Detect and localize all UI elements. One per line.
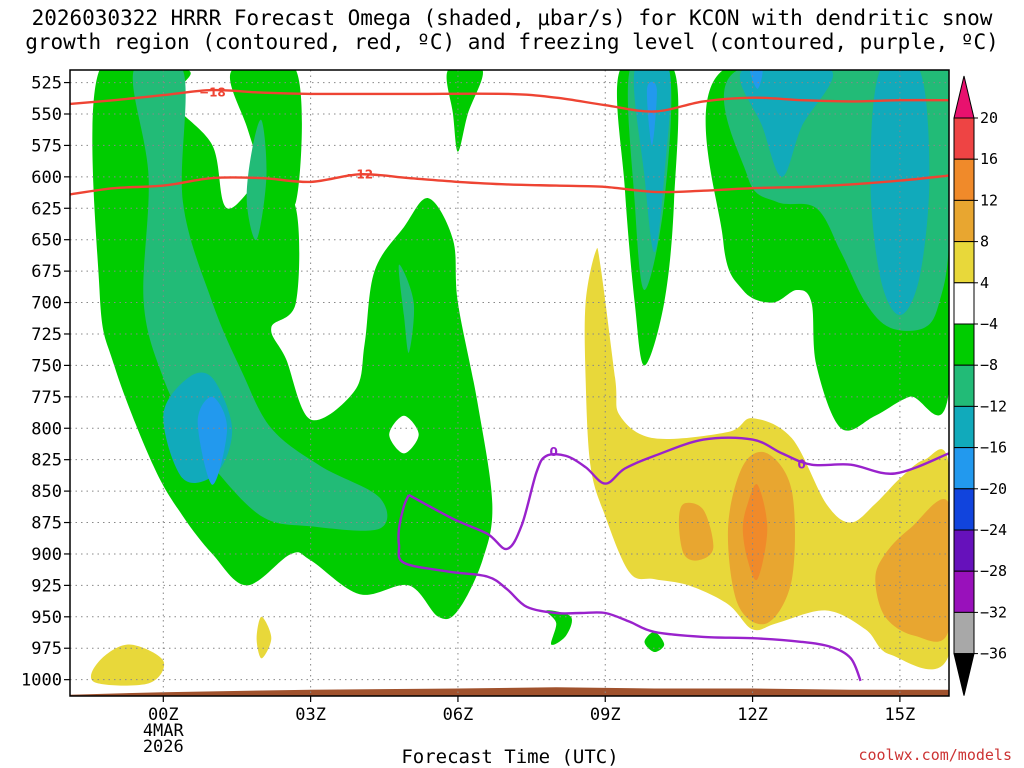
colorbar-top-triangle: [953, 75, 975, 119]
credit-link[interactable]: coolwx.com/models: [858, 746, 1012, 764]
omega-region-26: [742, 484, 768, 581]
contour-lines: −18 −12 0 0: [70, 86, 949, 682]
colorbar-label-0: 20: [980, 109, 998, 127]
contour-label-dgz_minus12: −12: [346, 167, 373, 181]
y-tick-label-675: 675: [31, 262, 62, 282]
x-tick-label-09Z: 09Z: [590, 705, 621, 725]
x-tick-label-00Z: 00Z: [148, 705, 179, 725]
colorbar-label-11: −28: [980, 562, 1007, 580]
x-axis-label: Forecast Time (UTC): [401, 746, 618, 768]
omega-region-9: [398, 264, 415, 353]
contour-dgz_minus12: [70, 173, 949, 196]
chart-title-line1: 2026030322 HRRR Forecast Omega (shaded, …: [31, 6, 993, 30]
omega-shading: [90, 70, 949, 686]
y-tick-label-850: 850: [31, 482, 62, 502]
y-tick-label-925: 925: [31, 576, 62, 596]
x-tick-label-15Z: 15Z: [885, 705, 916, 725]
omega-region-5: [545, 610, 572, 645]
colorbar-bin-9: [953, 447, 975, 490]
colorbar-bin-4: [953, 241, 975, 284]
colorbar-label-2: 12: [980, 191, 998, 209]
y-tick-label-775: 775: [31, 388, 62, 408]
omega-region-25: [875, 499, 949, 642]
colorbar-bin-12: [953, 570, 975, 613]
y-tick-label-625: 625: [31, 199, 62, 219]
omega-region-17: [646, 81, 657, 146]
colorbar-label-6: −8: [980, 356, 998, 374]
colorbar-label-7: −12: [980, 397, 1007, 415]
y-tick-label-900: 900: [31, 545, 62, 565]
contour-label-dgz_minus18: −18: [199, 86, 226, 100]
chart-title-line2: growth region (contoured, red, ºC) and f…: [25, 30, 999, 54]
omega-region-23: [678, 502, 714, 561]
colorbar-bin-3: [953, 199, 975, 243]
omega-region-19: [389, 415, 419, 454]
y-tick-label-525: 525: [31, 74, 62, 94]
colorbar-label-3: 8: [980, 233, 989, 251]
contour-label-freezing_level_top: 0: [798, 458, 806, 472]
colorbar-bin-5: [953, 282, 975, 325]
chart-title: 2026030322 HRRR Forecast Omega (shaded, …: [0, 6, 1024, 54]
omega-region-8: [246, 119, 267, 241]
y-tick-label-825: 825: [31, 451, 62, 471]
axes: 525 550 575 600 625 650 675 700 725 750 775 800 825 8…: [21, 74, 915, 757]
omega-region-6: [644, 631, 665, 653]
colorbar-bin-13: [953, 611, 975, 655]
contour-label-freezing_level: 0: [550, 445, 558, 459]
omega-region-18: [750, 70, 763, 89]
x-date-label-0: 4MAR: [143, 721, 185, 741]
y-tick-label-875: 875: [31, 514, 62, 534]
colorbar-label-9: −20: [980, 480, 1007, 498]
colorbar-label-5: −4: [980, 315, 998, 333]
colorbar-bin-8: [953, 405, 975, 449]
y-tick-label-1000: 1000: [21, 671, 62, 691]
y-tick-label-600: 600: [31, 168, 62, 188]
y-tick-label-550: 550: [31, 105, 62, 125]
y-tick-label-975: 975: [31, 639, 62, 659]
colorbar-bin-7: [953, 364, 975, 407]
omega-region-2: [229, 70, 302, 208]
omega-region-1: [446, 70, 483, 152]
colorbar-label-13: −36: [980, 645, 1007, 663]
colorbar-bottom-triangle: [953, 653, 975, 696]
contour-dgz_minus18: [70, 88, 949, 113]
colorbar-bin-11: [953, 529, 975, 572]
colorbar-label-10: −24: [980, 521, 1007, 539]
y-tick-label-650: 650: [31, 231, 62, 251]
colorbar-bin-1: [953, 117, 975, 160]
colorbar-label-8: −16: [980, 439, 1007, 457]
contour-freezing_level: [397, 494, 862, 682]
x-tick-label-12Z: 12Z: [737, 705, 768, 725]
omega-region-16: [197, 396, 228, 485]
colorbar-label-4: 4: [980, 274, 989, 292]
plot-frame: [69, 69, 950, 697]
x-tick-label-06Z: 06Z: [443, 705, 474, 725]
omega-region-13: [633, 70, 671, 253]
colorbar-bin-2: [953, 158, 975, 201]
omega-region-15: [870, 70, 930, 316]
omega-region-21: [256, 616, 272, 659]
colorbar-bin-10: [953, 488, 975, 531]
terrain: [70, 687, 949, 696]
grid: [70, 70, 949, 696]
y-tick-label-750: 750: [31, 356, 62, 376]
x-tick-label-03Z: 03Z: [295, 705, 326, 725]
colorbar-label-12: −32: [980, 603, 1007, 621]
omega-region-20: [90, 644, 165, 686]
y-tick-label-725: 725: [31, 325, 62, 345]
y-tick-label-800: 800: [31, 419, 62, 439]
colorbar: 20 16 12 8 4 −4 −8 −12 −16 −20 −24 −28 −32 −36: [953, 75, 1007, 696]
colorbar-label-1: 16: [980, 150, 998, 168]
contour-freezing_level_top: [408, 436, 949, 551]
y-tick-label-700: 700: [31, 294, 62, 314]
y-tick-label-950: 950: [31, 608, 62, 628]
y-tick-label-575: 575: [31, 136, 62, 156]
x-date-label-1: 2026: [143, 737, 184, 757]
terrain-surface: [70, 687, 949, 696]
colorbar-bin-6: [953, 323, 975, 366]
